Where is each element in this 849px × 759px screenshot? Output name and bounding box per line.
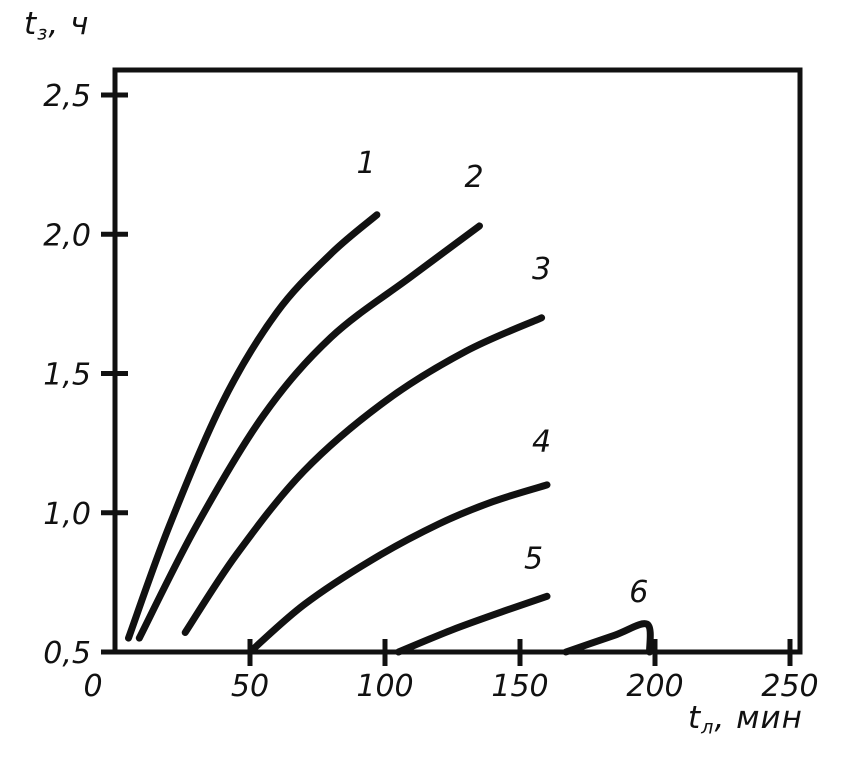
y-tick-label: 2,0	[43, 218, 91, 253]
y-tick-label: 2,5	[43, 79, 91, 114]
x-axis-subscript: л	[701, 715, 715, 739]
y-axis-label: tз, ч	[24, 6, 89, 44]
y-axis-subscript: з	[37, 21, 49, 45]
curve-1-label: 1	[357, 146, 376, 181]
x-axis-symbol: t	[688, 700, 702, 736]
y-axis-unit: , ч	[48, 6, 90, 42]
x-tick-label: 50	[231, 669, 269, 704]
curve-3-label: 3	[532, 252, 551, 287]
x-axis-unit: , мин	[714, 700, 803, 736]
curve-3	[181, 314, 546, 636]
y-tick-label: 0,5	[43, 636, 91, 671]
curve-5	[395, 592, 551, 656]
curve-4-label: 4	[532, 424, 551, 459]
curve-6-label: 6	[629, 575, 648, 610]
x-tick-label: 0	[83, 669, 102, 704]
curve-2	[135, 222, 483, 642]
x-tick-label: 150	[491, 669, 548, 704]
x-tick-label: 100	[356, 669, 413, 704]
curve-6	[562, 620, 654, 656]
curve-1	[125, 211, 381, 642]
y-tick-label: 1,5	[43, 358, 91, 393]
curve-4	[246, 481, 551, 656]
x-axis-label: tл, мин	[688, 700, 803, 738]
y-tick-label: 1,0	[43, 497, 91, 532]
y-axis-symbol: t	[24, 6, 38, 42]
x-tick-label: 200	[626, 669, 683, 704]
plot-frame	[112, 67, 803, 655]
curve-2-label: 2	[465, 160, 484, 195]
x-tick-label: 250	[761, 669, 818, 704]
curve-5-label: 5	[524, 541, 543, 576]
